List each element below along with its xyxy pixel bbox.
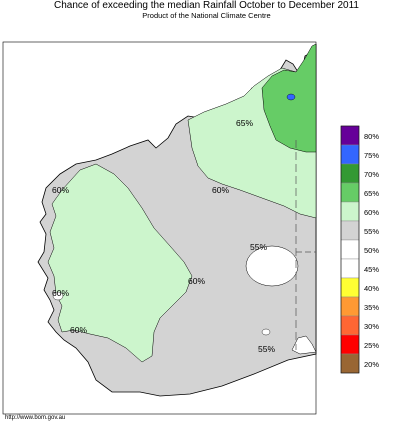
region-50-patch-se <box>261 328 271 336</box>
map-label: 55% <box>258 344 275 354</box>
map-label: 65% <box>236 118 253 128</box>
legend-swatch <box>340 296 360 317</box>
region-50-blob-east <box>245 245 299 287</box>
legend-label: 40% <box>364 284 379 293</box>
legend-label: 25% <box>364 341 379 350</box>
legend-swatch <box>340 258 360 279</box>
map-label: 60% <box>52 288 69 298</box>
map-label: 55% <box>250 242 267 252</box>
legend-label: 50% <box>364 246 379 255</box>
legend-swatch <box>340 334 360 355</box>
legend-swatch <box>340 220 360 241</box>
legend-label: 35% <box>364 303 379 312</box>
legend-label: 80% <box>364 132 379 141</box>
legend-swatch <box>340 163 360 184</box>
region-75-patch <box>286 93 296 101</box>
legend-label: 60% <box>364 208 379 217</box>
legend-label: 55% <box>364 227 379 236</box>
map-label: 60% <box>52 185 69 195</box>
map-label: 60% <box>70 325 87 335</box>
legend-label: 30% <box>364 322 379 331</box>
legend-swatch <box>340 277 360 298</box>
map-label: 60% <box>212 185 229 195</box>
credit-url: http://www.bom.gov.au <box>5 415 66 421</box>
legend-swatch <box>340 239 360 260</box>
legend-swatch <box>340 353 360 374</box>
legend-swatch <box>340 182 360 203</box>
map-label: 60% <box>188 276 205 286</box>
region-60-west <box>47 163 193 363</box>
legend-label: 70% <box>364 170 379 179</box>
legend-swatch <box>340 125 360 146</box>
legend-swatch <box>340 144 360 165</box>
legend: 80% 75% 70% 65% 60% 55% 50% 45% 40% 35% 30% 25% 20% <box>340 125 379 374</box>
legend-frame <box>340 125 360 374</box>
legend-label: 20% <box>364 360 379 369</box>
legend-swatch <box>340 201 360 222</box>
map-subtitle: Product of the National Climate Centre <box>142 11 271 20</box>
legend-label: 45% <box>364 265 379 274</box>
region-50-blob-se <box>291 335 317 355</box>
map-title: Chance of exceeding the median Rainfall … <box>54 0 359 11</box>
legend-swatch <box>340 315 360 336</box>
legend-label: 65% <box>364 189 379 198</box>
legend-label: 75% <box>364 151 379 160</box>
region-50-patch-w1 <box>52 291 64 301</box>
